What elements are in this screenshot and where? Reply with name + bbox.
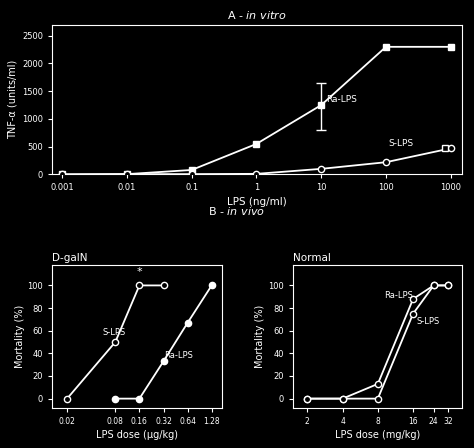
X-axis label: LPS (ng/ml): LPS (ng/ml): [227, 197, 287, 207]
Text: D-galN: D-galN: [52, 253, 88, 263]
Text: Ra-LPS: Ra-LPS: [164, 351, 193, 360]
Y-axis label: Mortality (%): Mortality (%): [255, 305, 265, 368]
Text: Normal: Normal: [293, 253, 330, 263]
Y-axis label: TNF-α (units/ml): TNF-α (units/ml): [8, 60, 18, 139]
X-axis label: LPS dose (μg/kg): LPS dose (μg/kg): [96, 430, 178, 440]
Title: A - $\it{in\ vitro}$: A - $\it{in\ vitro}$: [228, 9, 287, 21]
X-axis label: LPS dose (mg/kg): LPS dose (mg/kg): [335, 430, 420, 440]
Text: Ra-LPS: Ra-LPS: [327, 95, 357, 104]
Text: S-LPS: S-LPS: [389, 139, 414, 148]
Y-axis label: Mortality (%): Mortality (%): [15, 305, 25, 368]
Text: B - $\it{in\ vivo}$: B - $\it{in\ vivo}$: [209, 205, 265, 217]
Text: *: *: [137, 267, 142, 277]
Text: Ra-LPS: Ra-LPS: [384, 291, 413, 300]
Text: S-LPS: S-LPS: [102, 328, 126, 337]
Text: S-LPS: S-LPS: [416, 317, 439, 326]
